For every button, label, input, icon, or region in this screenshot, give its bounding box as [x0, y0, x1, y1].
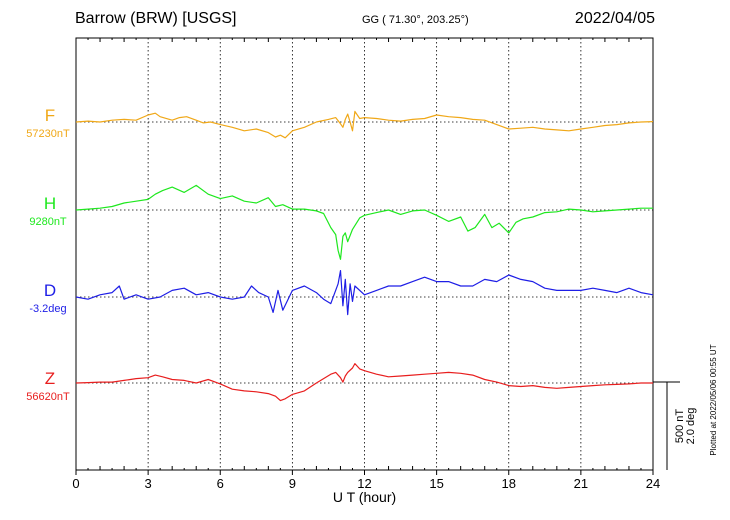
- baseline-label-f: 57230nT: [26, 128, 70, 140]
- scale-bar: 500 nT 2.0 deg: [653, 381, 697, 470]
- baselines: [76, 121, 653, 384]
- label-d: D: [44, 281, 56, 300]
- x-tick-label-15: 15: [429, 476, 443, 491]
- x-tick-label-6: 6: [217, 476, 224, 491]
- series-line-z: [75, 363, 653, 402]
- station-coords: GG ( 71.30°, 203.25°): [362, 14, 469, 26]
- series-line-f: [75, 110, 654, 139]
- x-tick-label-24: 24: [646, 476, 660, 491]
- label-h: H: [44, 194, 56, 213]
- baseline-label-d: -3.2deg: [29, 303, 66, 315]
- baseline-label-h: 9280nT: [29, 216, 67, 228]
- x-tick-label-9: 9: [289, 476, 296, 491]
- plot-date: 2022/04/05: [574, 10, 655, 27]
- scale-nt-label: 500 nT: [674, 409, 686, 444]
- x-tick-label-21: 21: [574, 476, 588, 491]
- baseline-label-z: 56620nT: [26, 391, 70, 403]
- scale-deg-label: 2.0 deg: [685, 408, 697, 445]
- x-axis-title: U T (hour): [333, 489, 396, 505]
- x-tick-label-12: 12: [357, 476, 371, 491]
- series-line-d: [75, 270, 654, 316]
- x-axis-ticks: 0 3 6 9 12 15 18 21 24: [72, 38, 660, 491]
- label-f: F: [45, 106, 55, 125]
- series-lines: [75, 110, 654, 402]
- x-tick-label-3: 3: [145, 476, 152, 491]
- label-z: Z: [45, 369, 55, 388]
- plotted-at-note: Plotted at 2022/05/06 00:55 UT: [709, 344, 718, 455]
- x-tick-label-18: 18: [502, 476, 516, 491]
- grid-lines: [147, 38, 582, 470]
- station-title: Barrow (BRW) [USGS]: [75, 10, 237, 27]
- series-line-h: [75, 184, 653, 260]
- x-tick-label-0: 0: [72, 476, 79, 491]
- component-labels: F 57230nT H 9280nT D -3.2deg Z 56620nT: [26, 106, 70, 403]
